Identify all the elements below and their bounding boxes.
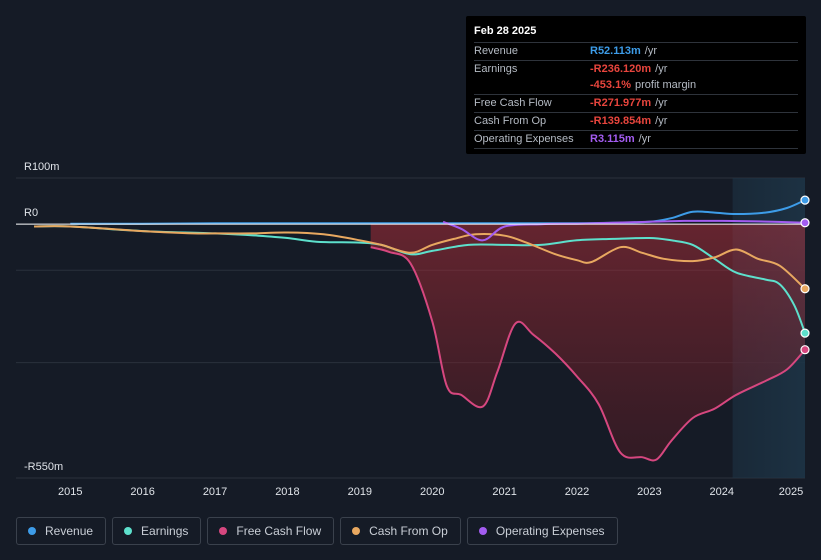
legend-dot-icon: [28, 527, 36, 535]
free-cash-flow-area: [370, 224, 805, 461]
tooltip-label: Earnings: [474, 63, 518, 75]
tooltip-row-free-cash-flow: Free Cash Flow -R271.977m /yr: [474, 95, 798, 113]
legend-item-free-cash-flow[interactable]: Free Cash Flow: [207, 517, 335, 545]
x-axis-label: 2021: [492, 486, 516, 498]
cash-from-op-endpoint: [800, 284, 810, 294]
x-axis-label: 2015: [58, 486, 82, 498]
earnings-endpoint: [800, 328, 810, 338]
x-axis-label: 2023: [637, 486, 661, 498]
legend-item-earnings[interactable]: Earnings: [112, 517, 202, 545]
revenue-endpoint: [800, 195, 810, 205]
tooltip-row-earnings: Earnings -R236.120m /yr: [474, 61, 798, 77]
tooltip-label: Revenue: [474, 45, 519, 57]
tooltip-row-operating-expenses: Operating Expenses R3.115m /yr: [474, 131, 798, 149]
legend-item-cash-from-op[interactable]: Cash From Op: [340, 517, 461, 545]
tooltip-value: -R236.120m: [590, 63, 652, 75]
operating-expenses-endpoint: [800, 218, 810, 228]
tooltip-value: R3.115m: [590, 133, 635, 145]
tooltip-value: -R139.854m: [590, 115, 652, 127]
area-fills: [370, 224, 805, 461]
x-axis-label: 2024: [710, 486, 734, 498]
tooltip-label: Free Cash Flow: [474, 97, 552, 109]
earnings-line: [34, 225, 806, 334]
legend-dot-icon: [124, 527, 133, 535]
x-axis-label: 2020: [420, 486, 444, 498]
tooltip-value: -453.1%: [590, 79, 631, 91]
tooltip-unit: /yr: [655, 97, 668, 109]
tooltip-unit: /yr: [655, 63, 668, 75]
x-axis-label: 2017: [203, 486, 227, 498]
tooltip-date: Feb 28 2025: [474, 23, 798, 43]
x-axis-label: 2016: [130, 486, 154, 498]
tooltip-label: [474, 77, 590, 94]
y-axis-label: R0: [24, 207, 38, 219]
x-axis-label: 2025: [779, 486, 803, 498]
legend-label: Earnings: [141, 524, 189, 538]
tooltip-row-revenue: Revenue R52.113m /yr: [474, 43, 798, 61]
tooltip-label: Cash From Op: [474, 115, 547, 127]
tooltip-row-profit-margin: -453.1% profit margin: [474, 77, 798, 95]
tooltip-value: R52.113m: [590, 45, 641, 57]
y-axis-label: R100m: [24, 161, 59, 173]
cash-from-op-line: [34, 225, 806, 290]
operating-expenses-line: [442, 219, 806, 242]
legend-dot-icon: [352, 527, 361, 535]
tooltip-unit: /yr: [655, 115, 668, 127]
free-cash-flow-line: [370, 246, 806, 462]
legend-item-operating-expenses[interactable]: Operating Expenses: [466, 517, 618, 545]
legend-label: Cash From Op: [369, 524, 448, 538]
legend-dot-icon: [219, 527, 228, 535]
y-axis-labels: R100m R0 -R550m: [24, 161, 63, 473]
legend-label: Free Cash Flow: [236, 524, 322, 538]
y-axis-label: -R550m: [24, 461, 63, 473]
legend-dot-icon: [478, 527, 487, 535]
series-lines: [34, 199, 806, 462]
chart-legend: Revenue Earnings Free Cash Flow Cash Fro…: [16, 517, 624, 545]
x-axis-label: 2018: [275, 486, 299, 498]
data-tooltip: Feb 28 2025 Revenue R52.113m /yr Earning…: [466, 16, 806, 154]
tooltip-unit: /yr: [644, 45, 657, 57]
tooltip-value: -R271.977m: [590, 97, 652, 109]
series-endpoints: [800, 195, 810, 355]
tooltip-row-cash-from-op: Cash From Op -R139.854m /yr: [474, 113, 798, 131]
x-axis-label: 2022: [565, 486, 589, 498]
free-cash-flow-endpoint: [800, 345, 810, 355]
tooltip-unit: /yr: [638, 133, 651, 145]
x-axis-labels: 2015 2016 2017 2018 2019 2020 2021 2022 2023 2024…: [58, 486, 803, 498]
legend-item-revenue[interactable]: Revenue: [16, 517, 107, 545]
x-axis-label: 2019: [348, 486, 372, 498]
legend-label: Revenue: [45, 524, 94, 538]
legend-label: Operating Expenses: [495, 524, 605, 538]
tooltip-unit: profit margin: [634, 79, 697, 91]
tooltip-label: Operating Expenses: [474, 133, 574, 145]
